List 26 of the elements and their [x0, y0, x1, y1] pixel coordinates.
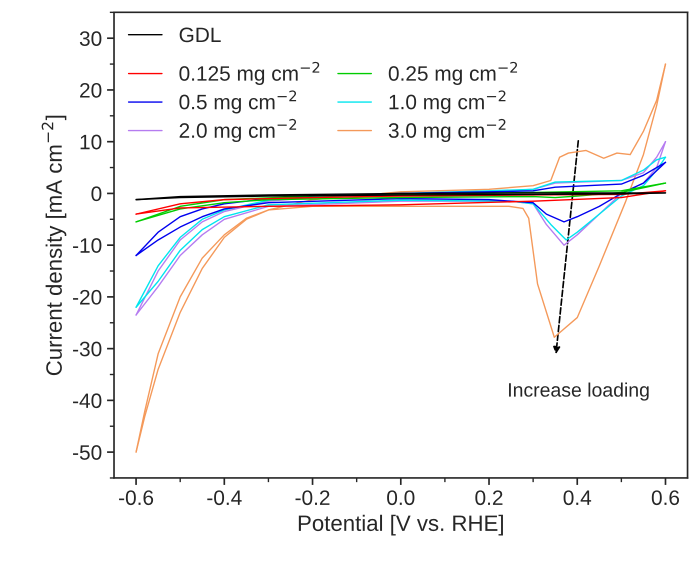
x-tick-label: 0.6 [652, 490, 680, 506]
legend-label: 3.0 mg cm$^{−2}$ [388, 118, 506, 142]
x-tick-label: 0.0 [387, 490, 414, 506]
y-tick-label: 0 [91, 186, 102, 202]
x-tick-label: -0.4 [207, 490, 242, 506]
legend-label: 2.0 mg cm$^{−2}$ [180, 118, 296, 142]
x-tick-label: -0.2 [296, 490, 330, 506]
y-axis-title: Current density [mA cm$^{−2}$] [42, 116, 66, 376]
y-tick-label: 30 [80, 31, 102, 46]
annotation: Increase loading [509, 382, 649, 401]
y-tick-label: -10 [73, 238, 102, 253]
legend-label: 0.125 mg cm$^{−2}$ [179, 62, 320, 85]
x-axis-title: Potential [V vs. RHE] [298, 514, 503, 536]
y-tick-label: -20 [73, 290, 102, 305]
legend-label: GDL [180, 27, 221, 42]
legend-label: 0.25 mg cm$^{−2}$ [388, 62, 518, 85]
x-tick-label: -0.6 [119, 490, 154, 506]
legend-label: 0.5 mg cm$^{−2}$ [179, 90, 296, 114]
y-tick-label: 10 [80, 134, 102, 150]
y-tick-label: 20 [80, 82, 102, 98]
legend-label: 1.0 mg cm$^{−2}$ [390, 90, 506, 114]
y-tick-label: -50 [73, 445, 102, 460]
y-tick-label: -30 [73, 342, 102, 356]
x-tick-label: 0.2 [475, 490, 502, 506]
x-tick-label: 0.4 [564, 490, 592, 506]
y-tick-label: -40 [73, 393, 102, 408]
